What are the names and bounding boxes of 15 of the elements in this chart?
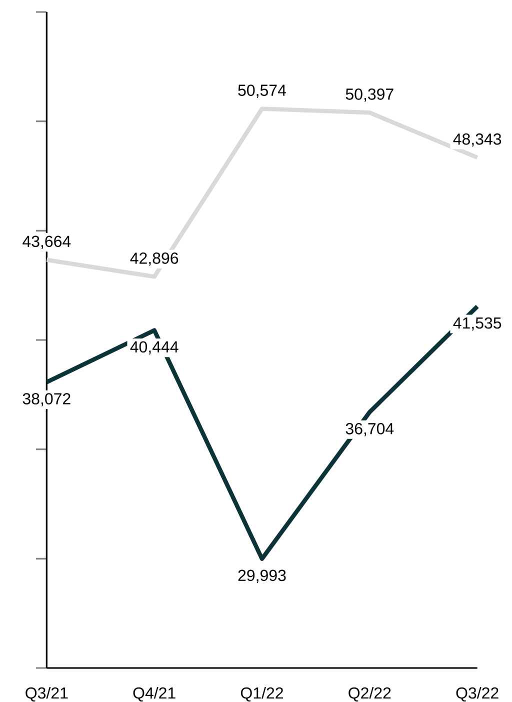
x-tick-label: Q1/22 <box>240 686 283 702</box>
data-label: 29,993 <box>238 570 286 583</box>
x-tick-label: Q3/22 <box>456 686 498 702</box>
data-label: 50,397 <box>346 88 394 102</box>
data-label: 43,664 <box>22 236 71 249</box>
data-label: 40,444 <box>130 341 178 354</box>
data-label: 48,343 <box>453 133 502 147</box>
data-label: 38,072 <box>22 393 70 406</box>
x-tick-label: Q2/22 <box>348 686 391 702</box>
data-label: 36,704 <box>346 423 394 436</box>
data-label: 50,574 <box>238 84 286 98</box>
data-label: 41,535 <box>453 317 502 331</box>
x-tick-label: Q4/21 <box>133 686 176 702</box>
x-tick-label: Q3/21 <box>26 686 68 702</box>
data-label: 42,896 <box>130 252 178 266</box>
